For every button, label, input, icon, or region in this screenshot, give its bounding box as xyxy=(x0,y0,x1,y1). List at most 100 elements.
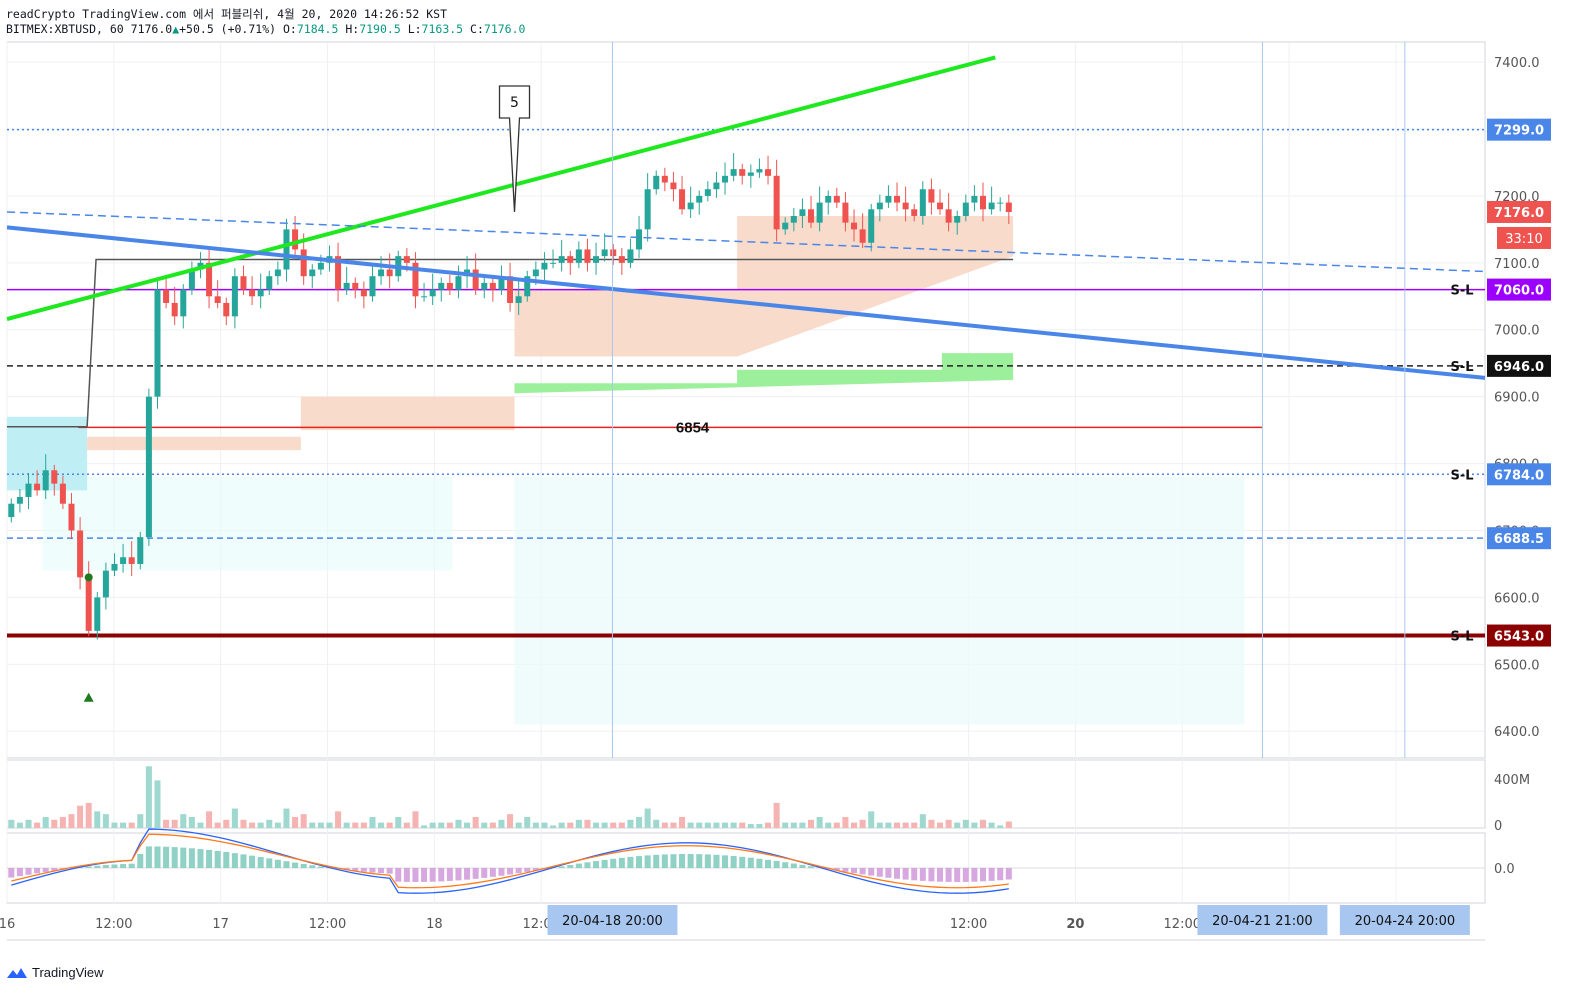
volume-bar xyxy=(876,822,883,828)
candle-body xyxy=(747,172,754,176)
x-tick-label: 20 xyxy=(1066,917,1084,932)
candle-body xyxy=(429,289,436,297)
osc-hist-bar xyxy=(593,861,600,868)
y-tick-label: 7400.0 xyxy=(1494,56,1540,71)
osc-hist-bar xyxy=(980,868,987,882)
trendline-blue xyxy=(6,225,1486,380)
trendline-green xyxy=(6,55,996,321)
volume-bar xyxy=(472,816,479,828)
volume-bar xyxy=(739,822,746,828)
x-tick-label: 18 xyxy=(426,917,443,932)
candle-body xyxy=(163,289,170,303)
osc-hist-bar xyxy=(937,868,944,882)
volume-bar xyxy=(808,819,815,828)
osc-hist-bar xyxy=(85,866,92,868)
volume-bar xyxy=(266,819,273,828)
candle-body xyxy=(283,229,290,270)
volume-bar xyxy=(507,814,514,828)
callout-bubble xyxy=(498,85,531,213)
osc-hist-bar xyxy=(636,856,643,868)
volume-bar xyxy=(197,822,204,828)
candle-body xyxy=(919,189,926,216)
volume-tick-label: 400M xyxy=(1494,773,1530,788)
volume-bar xyxy=(644,808,651,828)
osc-hist-bar xyxy=(8,868,15,878)
osc-hist-bar xyxy=(575,863,582,868)
osc-hist-bar xyxy=(386,868,393,874)
x-tick-label: 12:00 xyxy=(309,917,346,932)
candle-body xyxy=(42,470,49,491)
candle-body xyxy=(145,396,152,538)
osc-hist-bar xyxy=(472,868,479,879)
osc-hist-bar xyxy=(532,868,539,871)
volume-bar xyxy=(773,802,780,828)
candle-body xyxy=(704,189,711,196)
candle-body xyxy=(627,249,634,263)
brand-label: TradingView xyxy=(32,965,104,980)
osc-hist-bar xyxy=(859,868,866,875)
volume-bar xyxy=(653,819,660,828)
volume-bar xyxy=(610,822,617,828)
cloud-green xyxy=(514,353,1014,394)
osc-hist-bar xyxy=(120,864,127,868)
date-badge: 20-04-24 20:00 xyxy=(1355,914,1456,929)
price-tag-6946.0: 6946.0 xyxy=(1494,360,1544,375)
osc-hist-bar xyxy=(197,849,204,868)
osc-hist-bar xyxy=(687,854,694,868)
volume-bar xyxy=(257,822,264,828)
osc-hist-bar xyxy=(730,856,737,868)
candle-body xyxy=(541,262,548,270)
candle-body xyxy=(1005,202,1012,212)
candle-body xyxy=(722,175,729,183)
osc-hist-bar xyxy=(756,858,763,868)
volume-bar xyxy=(851,822,858,828)
candle-body xyxy=(945,209,952,223)
volume-bar xyxy=(180,814,187,828)
tradingview-brand[interactable]: TradingView xyxy=(6,965,104,980)
volume-bar xyxy=(429,822,436,828)
volume-bar xyxy=(16,822,23,828)
osc-hist-bar xyxy=(851,868,858,874)
volume-bar xyxy=(335,811,342,828)
osc-hist-bar xyxy=(765,859,772,868)
candle-body xyxy=(249,289,256,297)
candle-body xyxy=(833,195,840,203)
candle-body xyxy=(610,249,617,257)
osc-hist-bar xyxy=(395,868,402,882)
osc-hist-bar xyxy=(16,868,23,877)
volume-bar xyxy=(627,819,634,828)
volume-bar xyxy=(240,819,247,828)
candle-body xyxy=(765,169,772,176)
osc-hist-bar xyxy=(154,846,161,868)
candle-body xyxy=(128,557,135,564)
candle-body xyxy=(68,503,75,531)
callout-label: 5 xyxy=(510,95,519,111)
osc-hist-bar xyxy=(446,868,453,881)
volume-bar xyxy=(206,811,213,828)
candle-body xyxy=(601,249,608,257)
price-tag-7299.0-bg xyxy=(1487,118,1551,141)
candle-body xyxy=(679,189,686,210)
osc-hist-bar xyxy=(601,859,608,868)
volume-bar xyxy=(790,822,797,828)
osc-hist-bar xyxy=(403,868,410,882)
osc-hist-bar xyxy=(704,854,711,868)
osc-hist-bar xyxy=(799,864,806,868)
sl-tag: S-L xyxy=(1450,630,1473,645)
osc-hist-bar xyxy=(137,854,144,868)
current-price-tag-bg xyxy=(1487,200,1551,223)
candle-body xyxy=(300,249,307,277)
candle-body xyxy=(515,296,522,303)
volume-bar xyxy=(575,819,582,828)
osc-hist-bar xyxy=(661,854,668,868)
candle-body xyxy=(593,256,600,263)
price-tag-7060.0-bg xyxy=(1487,278,1551,301)
countdown-label: 33:10 xyxy=(1505,232,1542,247)
volume-bar xyxy=(223,819,230,828)
osc-hist-bar xyxy=(790,863,797,868)
osc-hist-bar xyxy=(945,868,952,882)
candle-body xyxy=(584,249,591,263)
osc-hist-bar xyxy=(42,868,49,873)
